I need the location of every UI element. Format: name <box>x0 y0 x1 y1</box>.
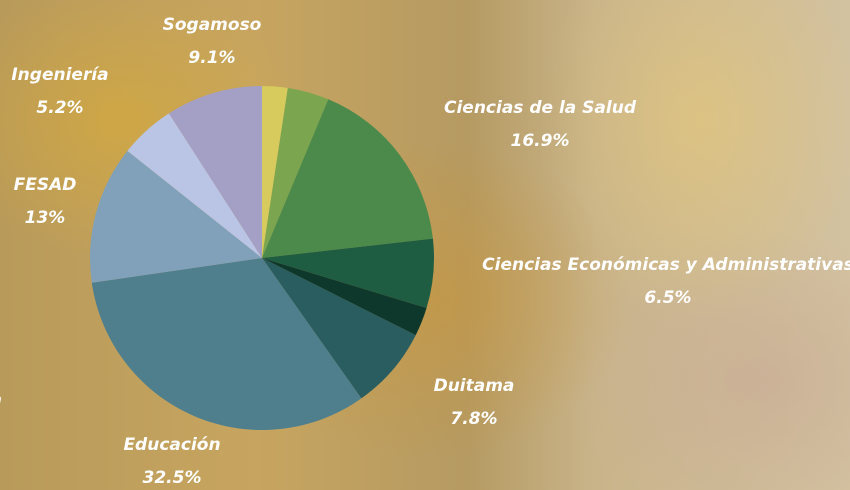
pie-slice <box>262 87 329 258</box>
slice-value: 32.5% <box>143 468 202 488</box>
pie-slice <box>168 86 262 258</box>
slice-value: 6.5% <box>644 288 691 308</box>
slice-value: 5.2% <box>36 98 83 118</box>
slice-value: 7.8% <box>450 409 497 429</box>
pie-slice <box>90 150 262 283</box>
partial-label: na <box>0 390 2 410</box>
pie-slice <box>262 99 433 258</box>
pie-slice <box>127 113 263 258</box>
slice-value: 9.1% <box>188 48 235 68</box>
pie-slice <box>262 238 434 309</box>
slice-value: 13% <box>25 208 66 228</box>
pie-slice <box>262 86 288 258</box>
slice-label: Ciencias Económicas y Administrativas <box>482 255 850 275</box>
slice-label: Ciencias de la Salud <box>444 98 637 118</box>
pie-slice <box>91 258 362 430</box>
slice-value: 16.9% <box>511 131 570 151</box>
slice-label: Ingeniería <box>11 65 108 85</box>
pie-slice <box>262 258 427 336</box>
slice-label: Duitama <box>434 376 515 396</box>
slice-label: FESAD <box>14 175 77 195</box>
slice-label: Educación <box>123 435 220 455</box>
slice-label: Sogamoso <box>163 15 262 35</box>
pie-slice <box>262 258 416 399</box>
